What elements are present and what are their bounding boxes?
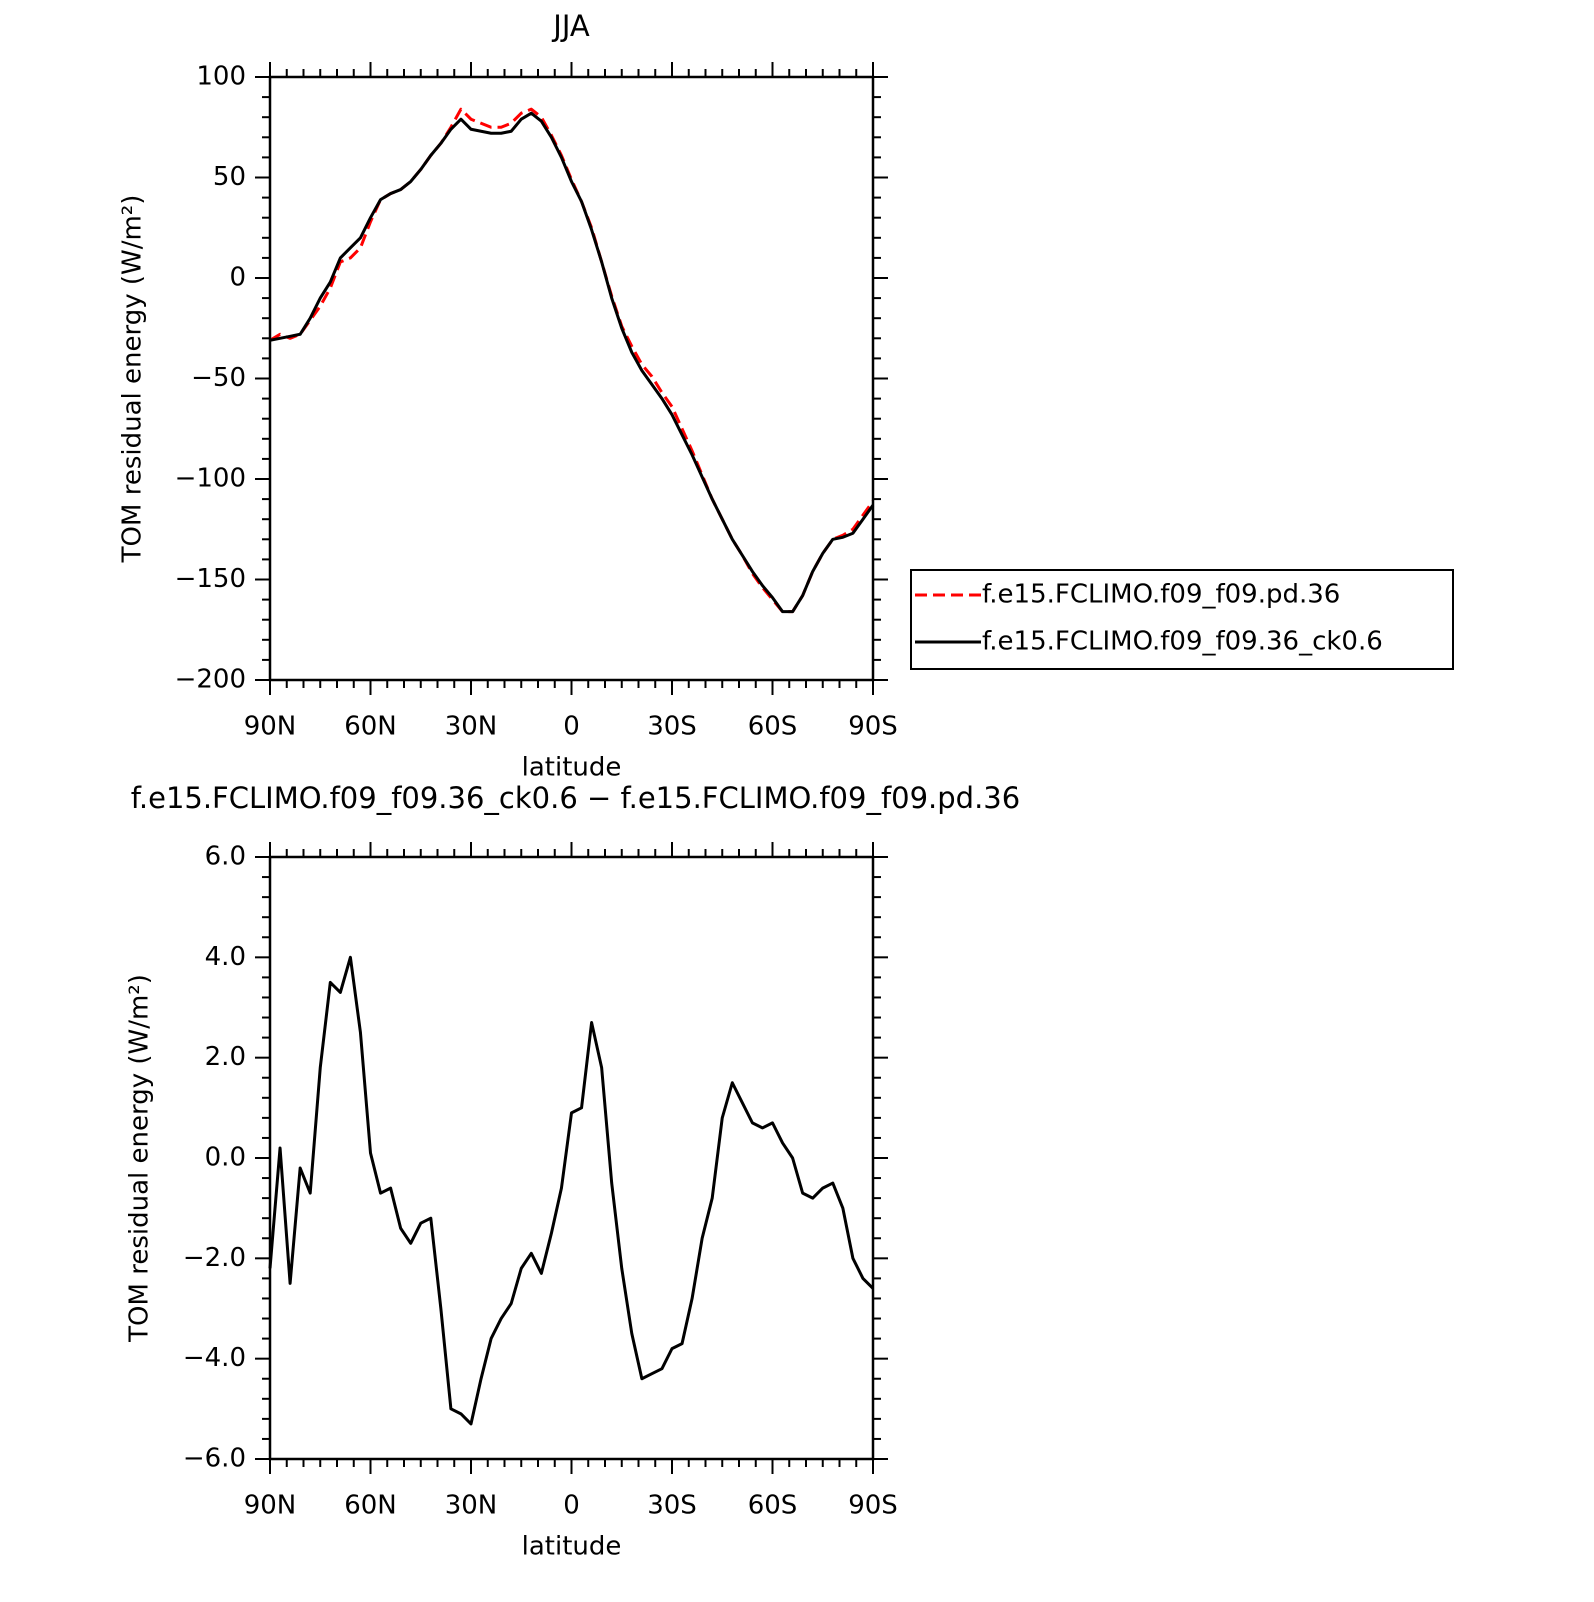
x-tick-label: 60N <box>344 1491 397 1521</box>
chart-title: f.e15.FCLIMO.f09_f09.36_ck0.6 − f.e15.FC… <box>131 781 1020 815</box>
y-tick-label: −150 <box>175 564 246 594</box>
data-line <box>268 955 875 1426</box>
legend-label: f.e15.FCLIMO.f09_f09.pd.36 <box>982 580 1340 610</box>
x-tick-label: 90N <box>244 1491 297 1521</box>
x-axis-label: latitude <box>522 753 622 783</box>
x-tick-label: 90S <box>848 1491 898 1521</box>
y-tick-label: 4.0 <box>205 942 246 972</box>
data-line <box>269 107 875 614</box>
y-tick-label: −200 <box>175 665 246 695</box>
y-tick-label: 0.0 <box>205 1143 246 1173</box>
x-tick-label: 30S <box>647 1491 697 1521</box>
x-tick-label: 60N <box>344 712 397 742</box>
x-tick-label: 90N <box>244 712 297 742</box>
x-axis-label: latitude <box>522 1532 622 1562</box>
y-tick-label: 100 <box>196 62 246 92</box>
x-tick-label: 60S <box>748 1491 798 1521</box>
y-tick-label: −6.0 <box>183 1444 246 1474</box>
y-tick-label: −4.0 <box>183 1343 246 1373</box>
plot-frame <box>268 75 875 682</box>
x-tick-label: 30N <box>445 712 498 742</box>
x-tick-label: 0 <box>563 1491 580 1521</box>
y-tick-label: 2.0 <box>205 1042 246 1072</box>
data-line <box>269 111 875 614</box>
y-tick-label: −100 <box>175 464 246 494</box>
y-tick-label: 6.0 <box>205 842 246 872</box>
y-tick-label: 0 <box>229 263 246 293</box>
y-axis-label: TOM residual energy (W/m²) <box>118 195 148 564</box>
legend-label: f.e15.FCLIMO.f09_f09.36_ck0.6 <box>982 627 1383 657</box>
y-axis-label: TOM residual energy (W/m²) <box>125 974 155 1343</box>
legend-box <box>910 569 1454 670</box>
y-tick-label: −50 <box>191 363 246 393</box>
x-tick-label: 60S <box>748 712 798 742</box>
x-tick-label: 90S <box>848 712 898 742</box>
x-tick-label: 30N <box>445 1491 498 1521</box>
x-tick-label: 30S <box>647 712 697 742</box>
plot-frame <box>268 855 875 1461</box>
y-tick-label: −2.0 <box>183 1243 246 1273</box>
x-tick-label: 0 <box>563 712 580 742</box>
y-tick-label: 50 <box>213 162 246 192</box>
chart-title: JJA <box>551 9 590 43</box>
